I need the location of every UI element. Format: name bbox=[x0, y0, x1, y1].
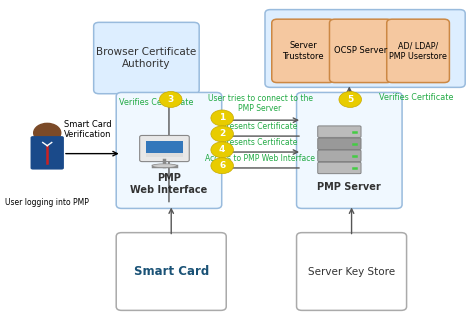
FancyBboxPatch shape bbox=[272, 19, 335, 83]
FancyBboxPatch shape bbox=[116, 233, 226, 310]
Text: 2: 2 bbox=[219, 129, 225, 138]
Text: 1: 1 bbox=[219, 114, 225, 123]
Text: OCSP Server: OCSP Server bbox=[334, 46, 387, 55]
Text: Presents Certificate: Presents Certificate bbox=[222, 122, 298, 131]
Text: Smart Card: Smart Card bbox=[134, 265, 209, 278]
Text: PMP Server: PMP Server bbox=[318, 182, 381, 192]
Text: User logging into PMP: User logging into PMP bbox=[5, 198, 89, 207]
Circle shape bbox=[211, 158, 233, 174]
FancyBboxPatch shape bbox=[30, 136, 64, 170]
FancyBboxPatch shape bbox=[116, 92, 222, 208]
FancyBboxPatch shape bbox=[310, 272, 391, 302]
FancyBboxPatch shape bbox=[387, 19, 449, 83]
FancyBboxPatch shape bbox=[297, 233, 407, 310]
Text: 3: 3 bbox=[168, 95, 174, 104]
Text: Server
Truststore: Server Truststore bbox=[283, 41, 324, 60]
Text: Browser Certificate
Authority: Browser Certificate Authority bbox=[96, 47, 197, 69]
Ellipse shape bbox=[152, 164, 177, 168]
FancyBboxPatch shape bbox=[318, 126, 361, 137]
Text: Client Certificate: Client Certificate bbox=[134, 283, 211, 292]
FancyBboxPatch shape bbox=[94, 22, 199, 94]
Text: PMP
Web Interface: PMP Web Interface bbox=[130, 173, 208, 195]
FancyBboxPatch shape bbox=[297, 92, 402, 208]
FancyBboxPatch shape bbox=[329, 19, 392, 83]
Text: Access to PMP Web Interface: Access to PMP Web Interface bbox=[205, 154, 315, 163]
Text: 5: 5 bbox=[347, 95, 353, 104]
Text: Presents Certificate: Presents Certificate bbox=[222, 138, 298, 147]
FancyBboxPatch shape bbox=[318, 150, 361, 162]
Circle shape bbox=[211, 110, 233, 126]
Text: Server Certificate: Server Certificate bbox=[310, 283, 391, 292]
FancyBboxPatch shape bbox=[318, 162, 361, 174]
FancyBboxPatch shape bbox=[132, 272, 213, 302]
Circle shape bbox=[211, 126, 233, 142]
Text: 4: 4 bbox=[219, 145, 225, 154]
FancyBboxPatch shape bbox=[318, 138, 361, 149]
Circle shape bbox=[211, 142, 233, 158]
Text: Server Key Store: Server Key Store bbox=[308, 267, 395, 276]
FancyBboxPatch shape bbox=[146, 141, 183, 153]
Text: Verifies Certificate: Verifies Certificate bbox=[379, 93, 453, 102]
Circle shape bbox=[159, 92, 182, 108]
Text: User tries to connect to the
PMP Server: User tries to connect to the PMP Server bbox=[208, 94, 312, 113]
Circle shape bbox=[339, 92, 362, 108]
FancyBboxPatch shape bbox=[140, 135, 189, 162]
Text: AD/ LDAP/
PMP Userstore: AD/ LDAP/ PMP Userstore bbox=[389, 41, 447, 60]
Text: 6: 6 bbox=[219, 161, 225, 170]
Text: Smart Card
Verification: Smart Card Verification bbox=[64, 120, 111, 139]
FancyBboxPatch shape bbox=[146, 153, 183, 157]
Circle shape bbox=[34, 123, 61, 142]
FancyBboxPatch shape bbox=[265, 10, 465, 87]
Text: Verifies Certificate: Verifies Certificate bbox=[119, 98, 194, 107]
